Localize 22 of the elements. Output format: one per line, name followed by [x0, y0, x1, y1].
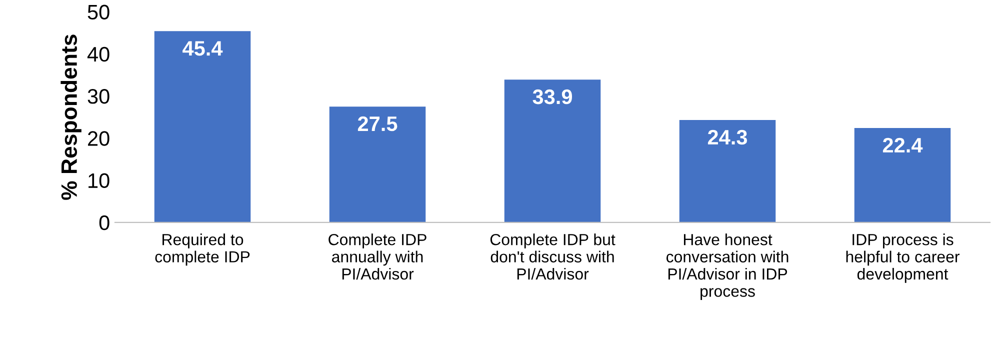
- bar: [154, 31, 251, 222]
- bar: [504, 80, 601, 222]
- y-tick-label: 0: [99, 215, 110, 230]
- x-tick-label: Required to complete IDP: [155, 234, 250, 266]
- y-axis-title: % Respondents: [60, 34, 82, 200]
- data-label: 22.4: [882, 138, 923, 152]
- y-tick-label: 50: [88, 4, 110, 20]
- bar: [679, 120, 776, 222]
- y-tick-label: 30: [88, 89, 110, 104]
- bar: [854, 128, 951, 222]
- x-tick-label: Have honest conversation with PI/Advisor in IDP process: [666, 234, 788, 300]
- data-label: 45.4: [182, 41, 223, 56]
- y-tick-label: 10: [88, 173, 110, 188]
- x-tick-label: Complete IDP but don't discuss with PI/Advisor: [490, 234, 616, 280]
- y-tick-label: 40: [87, 46, 110, 62]
- x-tick-label: Complete IDP annually with PI/Advisor: [328, 234, 426, 280]
- y-tick-label: 20: [88, 131, 110, 146]
- bar: [329, 106, 426, 222]
- data-label: 27.5: [358, 116, 398, 132]
- data-label: 33.9: [532, 89, 572, 104]
- x-tick-label: IDP process is helpful to career development: [846, 234, 960, 283]
- data-label: 24.3: [708, 130, 748, 145]
